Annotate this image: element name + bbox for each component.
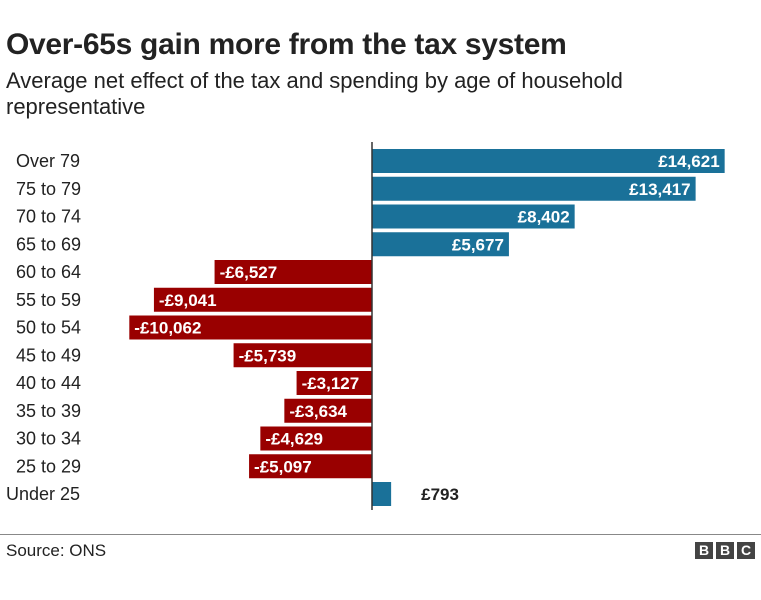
category-label: Over 79 [16, 151, 80, 171]
bar [284, 398, 372, 423]
value-label: -£5,097 [254, 457, 312, 476]
category-label: 55 to 59 [16, 290, 81, 310]
source-note: Source: ONS [6, 541, 107, 560]
value-label: -£9,041 [159, 291, 217, 310]
category-label: 35 to 39 [16, 401, 81, 421]
bar [372, 482, 392, 506]
category-label: 75 to 79 [16, 179, 81, 199]
category-label: 65 to 69 [16, 234, 81, 254]
bar-chart: Over 79 75 to 79 70 to 74 65 to 69 60 to 64 5… [6, 142, 725, 510]
bar [372, 176, 696, 201]
bar [249, 454, 372, 479]
footer-divider [0, 534, 761, 535]
category-label: 25 to 29 [16, 456, 81, 476]
bar [153, 287, 372, 312]
logo-letter: B [716, 542, 734, 559]
category-label: 50 to 54 [16, 318, 81, 338]
category-label: 45 to 49 [16, 345, 81, 365]
category-label: 70 to 74 [16, 207, 81, 227]
category-label: 40 to 44 [16, 373, 81, 393]
value-label: £14,621 [658, 152, 719, 171]
bar [260, 426, 372, 451]
bar [372, 232, 509, 257]
value-label: £13,417 [629, 180, 690, 199]
chart-title: Over-65s gain more from the tax system [6, 28, 567, 61]
value-label: -£6,527 [220, 263, 278, 282]
value-label: £8,402 [518, 208, 570, 227]
value-label: £793 [421, 485, 459, 504]
value-label: -£10,062 [134, 319, 201, 338]
value-label: £5,677 [452, 235, 504, 254]
chart-subtitle: Average net effect of the tax and spendi… [6, 68, 623, 119]
category-label: 60 to 64 [16, 262, 81, 282]
value-label: -£4,629 [265, 430, 323, 449]
bar [129, 315, 372, 340]
bbc-logo: B B C [695, 542, 755, 559]
value-label: -£3,127 [302, 374, 360, 393]
bar [214, 260, 372, 284]
category-label: 30 to 34 [16, 429, 81, 449]
logo-letter: C [737, 542, 755, 559]
bar [372, 149, 725, 173]
bar [296, 371, 372, 395]
value-label: -£5,739 [239, 346, 297, 365]
bar [233, 343, 372, 368]
value-label: -£3,634 [289, 402, 347, 421]
category-label: Under 25 [6, 484, 80, 504]
bar [372, 204, 575, 229]
logo-letter: B [695, 542, 713, 559]
